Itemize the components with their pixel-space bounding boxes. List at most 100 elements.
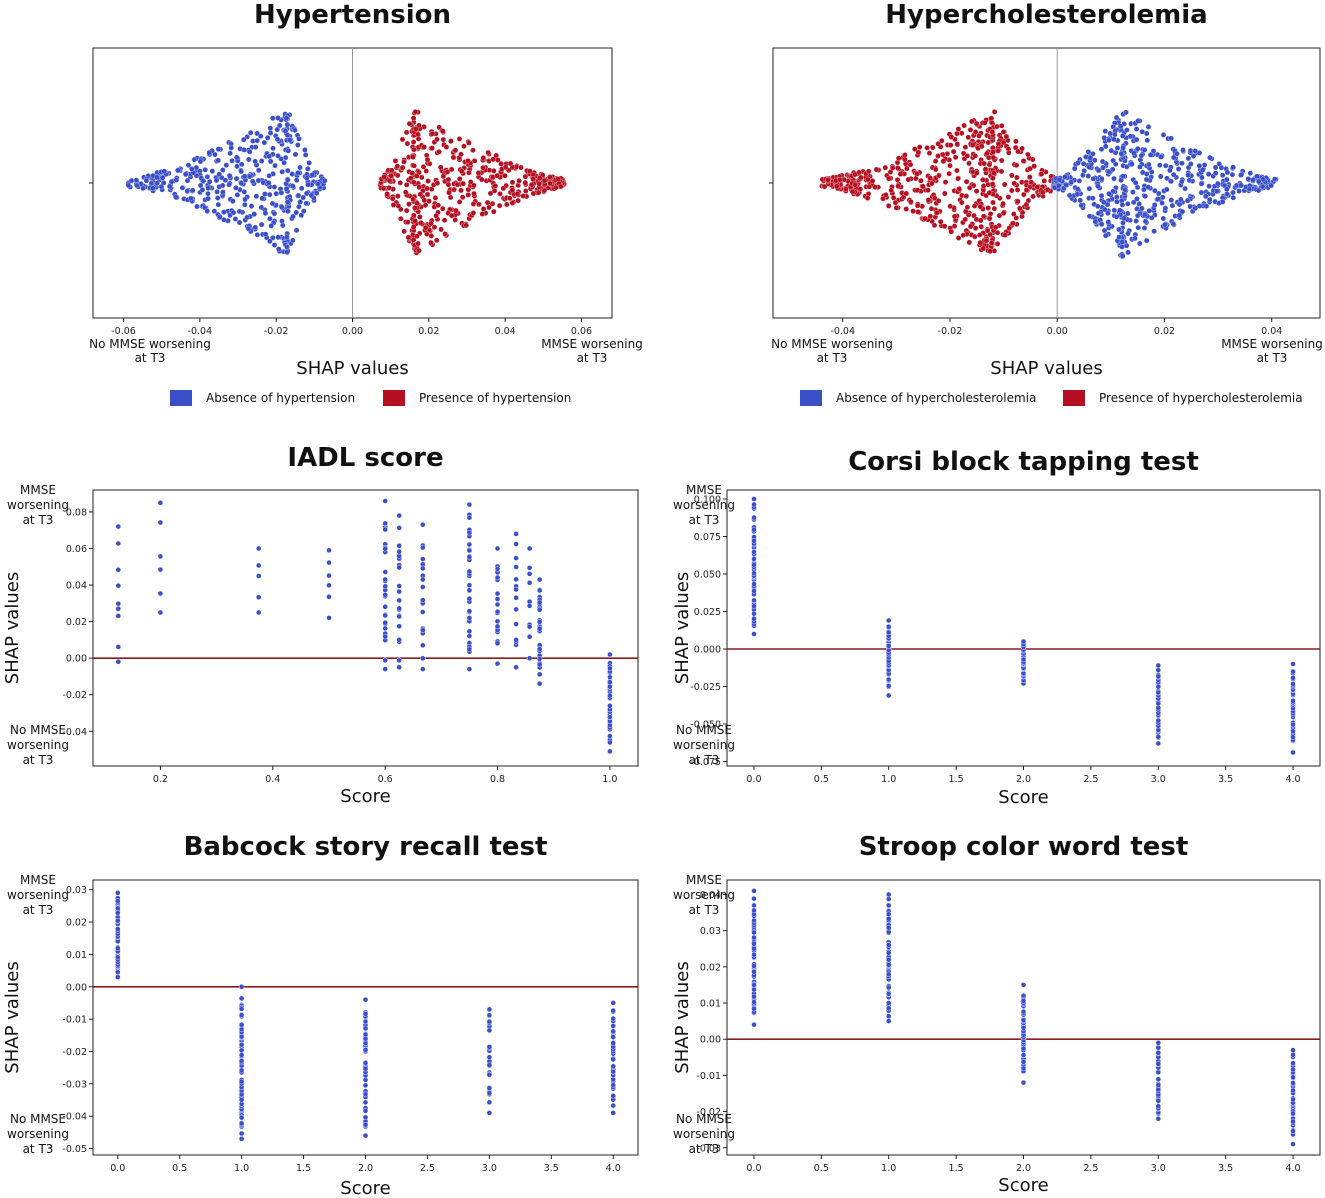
stroop-data-point <box>886 925 892 931</box>
hypertension-swarm-point <box>252 144 259 150</box>
hypercholesterolemia-swarm-point <box>1201 162 1208 168</box>
hypertension-swarm-point <box>434 136 440 143</box>
hypercholesterolemia-left-annotation: No MMSE worsening <box>771 337 893 351</box>
hypercholesterolemia-swarm-point <box>978 223 984 230</box>
iadl-data-point <box>326 594 332 600</box>
stroop-data-point <box>1290 1060 1296 1066</box>
babcock-data-point <box>610 1000 616 1006</box>
iadl-top-annotation: at T3 <box>23 513 54 527</box>
hypertension-swarm-point <box>463 222 469 229</box>
hypertension-swarm-point <box>175 167 181 174</box>
hypercholesterolemia-swarm-point <box>1078 202 1085 209</box>
corsi-data-point <box>1290 721 1296 728</box>
hypercholesterolemia-legend-swatch <box>1063 390 1085 406</box>
hypertension-swarm-point <box>197 158 204 165</box>
hypercholesterolemia-swarm-point <box>1192 148 1199 154</box>
hypertension-swarm-point <box>245 225 252 232</box>
hypertension-swarm-point <box>262 231 269 237</box>
hypercholesterolemia-swarm-point <box>1000 200 1006 207</box>
babcock-data-point <box>486 1072 493 1078</box>
corsi-plot-frame <box>726 489 1321 767</box>
hypertension-swarm-point <box>436 149 442 155</box>
babcock-data-point <box>362 1108 369 1114</box>
hypertension-swarm-point <box>295 142 301 148</box>
hypertension-swarm-point <box>295 192 302 199</box>
hypercholesterolemia-swarm-point <box>1190 153 1197 159</box>
iadl-title: IADL score <box>287 443 443 473</box>
corsi-data-point <box>1290 728 1296 734</box>
hypertension-swarm-point <box>284 121 291 128</box>
babcock-data-point <box>362 1066 369 1072</box>
hypercholesterolemia-swarm-point <box>1236 188 1242 194</box>
hypercholesterolemia-swarm-point <box>1002 232 1008 238</box>
hypercholesterolemia-swarm-point <box>1176 212 1183 219</box>
iadl-data-point <box>420 655 426 661</box>
hypercholesterolemia-swarm-point <box>1119 244 1125 250</box>
stroop-data-point <box>886 902 892 909</box>
hypercholesterolemia-swarm-point <box>955 126 962 132</box>
iadl-data-point <box>157 609 164 616</box>
stroop-data-point <box>751 902 757 909</box>
iadl-data-point <box>256 545 262 552</box>
iadl-data-point <box>494 660 501 667</box>
stroop-title: Stroop color word test <box>859 832 1189 862</box>
stroop-chart: Stroop color word test 0.0 0.5 1.0 1.5 2.0 2.5… <box>672 832 1321 1196</box>
hypertension-swarm-point <box>476 201 482 208</box>
stroop-data-point <box>1020 1025 1027 1031</box>
hypercholesterolemia-swarm-point <box>1182 185 1188 192</box>
iadl-data-point <box>326 615 332 621</box>
hypercholesterolemia-swarm-point <box>1160 215 1167 222</box>
hypertension-swarm-point <box>241 147 247 153</box>
hypercholesterolemia-swarm-point <box>1118 151 1125 157</box>
hypertension-swarm-point <box>456 199 463 205</box>
hypercholesterolemia-swarm-point <box>994 123 1000 130</box>
hypercholesterolemia-swarm-point <box>1124 210 1131 217</box>
hypertension-swarm-point <box>217 214 223 220</box>
corsi-chart: Corsi block tapping test 0.0 0.5 1.0 1.5 2.0 2… <box>672 447 1321 808</box>
babcock-ytick-label: 0.01 <box>66 950 87 961</box>
hypercholesterolemia-swarm-point <box>1162 221 1168 228</box>
iadl-data-point <box>537 626 543 632</box>
hypertension-swarm-point <box>516 178 522 184</box>
hypercholesterolemia-swarm-point <box>1185 172 1191 178</box>
hypercholesterolemia-swarm-point <box>989 181 996 187</box>
hypercholesterolemia-swarm-point <box>895 155 902 161</box>
iadl-data-point <box>537 656 543 662</box>
hypercholesterolemia-swarm-point <box>1170 154 1177 161</box>
hypercholesterolemia-swarm-point <box>926 150 933 156</box>
iadl-data-point <box>494 601 501 608</box>
babcock-data-point <box>238 1114 245 1121</box>
babcock-data-point <box>238 1120 245 1127</box>
hypertension-swarm-point <box>315 181 321 187</box>
hypertension-swarm-point <box>445 176 452 183</box>
iadl-xtick-label: 0.4 <box>265 774 280 785</box>
stroop-ytick-label: 0.03 <box>700 926 721 937</box>
hypercholesterolemia-swarm-point <box>1144 137 1151 144</box>
hypercholesterolemia-left-annotation: at T3 <box>817 351 848 365</box>
hypercholesterolemia-swarm-point <box>1017 205 1023 212</box>
hypertension-swarm-point <box>278 189 285 196</box>
hypercholesterolemia-swarm-point <box>1120 220 1126 226</box>
hypertension-swarm-point <box>220 189 226 195</box>
hypercholesterolemia-swarm-point <box>1124 127 1130 133</box>
hypercholesterolemia-swarm-point <box>1102 128 1109 134</box>
hypercholesterolemia-swarm-point <box>1184 197 1191 204</box>
babcock-xlabel: Score <box>340 1178 390 1198</box>
hypertension-swarm-point <box>443 144 450 150</box>
corsi-xtick-label: 3.5 <box>1218 774 1233 785</box>
hypercholesterolemia-swarm-point <box>1146 208 1153 214</box>
hypercholesterolemia-swarm-point <box>1206 183 1212 189</box>
hypertension-swarm-point <box>248 203 255 209</box>
hypercholesterolemia-swarm-point <box>1215 180 1221 187</box>
hypercholesterolemia-swarm-point <box>1005 194 1012 200</box>
hypertension-swarm-point <box>509 179 516 186</box>
iadl-data-point <box>513 564 519 570</box>
iadl-data-point <box>607 703 613 709</box>
hypercholesterolemia-swarm-point <box>946 170 952 177</box>
hypercholesterolemia-swarm-point <box>1152 187 1158 194</box>
iadl-data-point <box>466 666 473 672</box>
hypercholesterolemia-swarm-point <box>939 151 946 158</box>
babcock-data-point <box>486 1006 493 1013</box>
babcock-ytick-label: 0.03 <box>66 885 87 896</box>
iadl-data-point <box>607 733 613 739</box>
